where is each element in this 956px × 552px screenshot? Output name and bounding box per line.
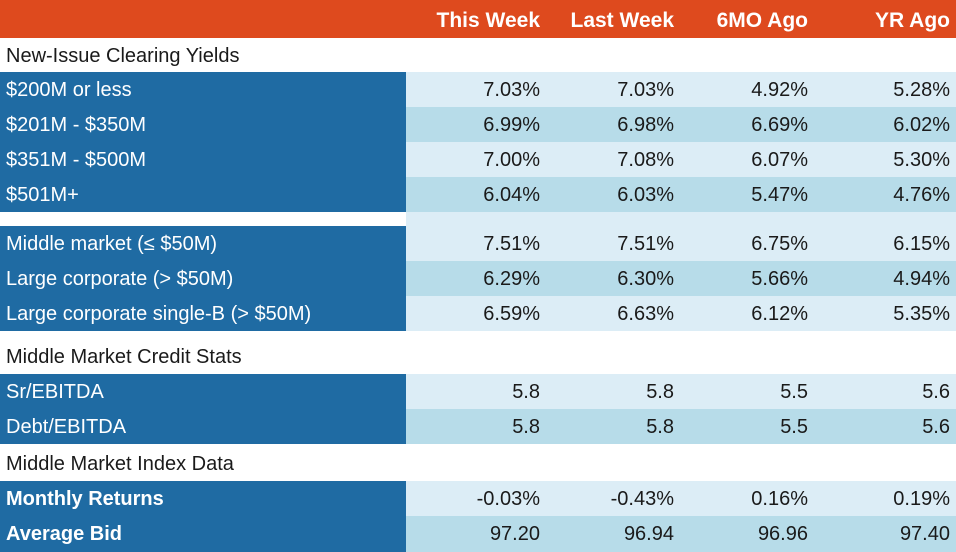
table-row: Middle market (≤ $50M) 7.51% 7.51% 6.75%… bbox=[0, 226, 956, 261]
cell-yr-ago: 5.6 bbox=[922, 381, 950, 403]
cell-6mo-ago: 6.69% bbox=[751, 114, 808, 136]
cell-last-week: 7.03% bbox=[617, 79, 674, 101]
cell-this-week: 6.99% bbox=[483, 114, 540, 136]
table-row: $200M or less 7.03% 7.03% 4.92% 5.28% bbox=[0, 72, 956, 107]
cell-yr-ago: 97.40 bbox=[899, 523, 950, 545]
cell-6mo-ago: 5.47% bbox=[751, 184, 808, 206]
cell-6mo-ago: 6.75% bbox=[751, 233, 808, 255]
cell-this-week: 6.04% bbox=[483, 184, 540, 206]
cell-this-week: 7.00% bbox=[483, 149, 540, 171]
cell-last-week: 5.8 bbox=[646, 416, 674, 438]
table-row: $351M - $500M 7.00% 7.08% 6.07% 5.30% bbox=[0, 142, 956, 177]
cell-6mo-ago: 6.12% bbox=[751, 303, 808, 325]
table-row: Monthly Returns -0.03% -0.43% 0.16% 0.19… bbox=[0, 481, 956, 516]
cell-this-week: 7.03% bbox=[483, 79, 540, 101]
table-row: $201M - $350M 6.99% 6.98% 6.69% 6.02% bbox=[0, 107, 956, 142]
cell-yr-ago: 6.15% bbox=[893, 233, 950, 255]
header-last-week: Last Week bbox=[570, 9, 675, 32]
header-6mo-ago: 6MO Ago bbox=[716, 9, 808, 32]
row-label: Large corporate (> $50M) bbox=[0, 261, 406, 296]
section-credit-stats: Middle Market Credit Stats bbox=[0, 339, 956, 373]
cell-yr-ago: 5.28% bbox=[893, 79, 950, 101]
cell-this-week: 6.29% bbox=[483, 268, 540, 290]
cell-yr-ago: 5.30% bbox=[893, 149, 950, 171]
cell-6mo-ago: 96.96 bbox=[757, 523, 808, 545]
row-label: Average Bid bbox=[0, 516, 406, 552]
cell-last-week: -0.43% bbox=[610, 488, 674, 510]
row-label: $351M - $500M bbox=[0, 142, 406, 177]
section-title: New-Issue Clearing Yields bbox=[6, 45, 240, 67]
cell-last-week: 6.03% bbox=[617, 184, 674, 206]
row-label: Debt/EBITDA bbox=[0, 409, 406, 444]
cell-6mo-ago: 5.66% bbox=[751, 268, 808, 290]
section-clearing-yields: New-Issue Clearing Yields bbox=[0, 38, 956, 72]
row-label: $200M or less bbox=[0, 72, 406, 107]
header-row: This Week Last Week 6MO Ago YR Ago bbox=[0, 0, 956, 38]
cell-yr-ago: 5.35% bbox=[893, 303, 950, 325]
section-index-data: Middle Market Index Data bbox=[0, 446, 956, 480]
section-title: Middle Market Index Data bbox=[6, 453, 234, 475]
cell-this-week: 7.51% bbox=[483, 233, 540, 255]
header-yr-ago: YR Ago bbox=[874, 9, 950, 32]
row-gap-fill bbox=[406, 212, 956, 226]
cell-last-week: 6.98% bbox=[617, 114, 674, 136]
cell-last-week: 5.8 bbox=[646, 381, 674, 403]
cell-this-week: 5.8 bbox=[512, 381, 540, 403]
cell-6mo-ago: 0.16% bbox=[751, 488, 808, 510]
cell-this-week: -0.03% bbox=[476, 488, 540, 510]
header-this-week: This Week bbox=[436, 9, 540, 32]
section-title: Middle Market Credit Stats bbox=[6, 346, 242, 368]
header-blank bbox=[0, 0, 406, 38]
row-label: Monthly Returns bbox=[0, 481, 406, 516]
row-label: Sr/EBITDA bbox=[0, 374, 406, 409]
cell-last-week: 96.94 bbox=[623, 523, 674, 545]
row-label: Large corporate single-B (> $50M) bbox=[0, 296, 406, 331]
table-row: $501M+ 6.04% 6.03% 5.47% 4.76% bbox=[0, 177, 956, 212]
row-label: $201M - $350M bbox=[0, 107, 406, 142]
row-label: $501M+ bbox=[0, 177, 406, 212]
cell-this-week: 97.20 bbox=[489, 523, 540, 545]
cell-this-week: 6.59% bbox=[483, 303, 540, 325]
table-row: Large corporate single-B (> $50M) 6.59% … bbox=[0, 296, 956, 331]
cell-yr-ago: 5.6 bbox=[922, 416, 950, 438]
cell-this-week: 5.8 bbox=[512, 416, 540, 438]
table-row: Sr/EBITDA 5.8 5.8 5.5 5.6 bbox=[0, 374, 956, 409]
cell-last-week: 6.63% bbox=[617, 303, 674, 325]
cell-last-week: 7.51% bbox=[617, 233, 674, 255]
cell-last-week: 6.30% bbox=[617, 268, 674, 290]
table-row: Debt/EBITDA 5.8 5.8 5.5 5.6 bbox=[0, 409, 956, 444]
cell-last-week: 7.08% bbox=[617, 149, 674, 171]
cell-6mo-ago: 5.5 bbox=[780, 381, 808, 403]
cell-6mo-ago: 4.92% bbox=[751, 79, 808, 101]
row-label: Middle market (≤ $50M) bbox=[0, 226, 406, 261]
cell-yr-ago: 0.19% bbox=[893, 488, 950, 510]
cell-yr-ago: 4.94% bbox=[893, 268, 950, 290]
cell-6mo-ago: 5.5 bbox=[780, 416, 808, 438]
cell-6mo-ago: 6.07% bbox=[751, 149, 808, 171]
cell-yr-ago: 6.02% bbox=[893, 114, 950, 136]
table-row: Average Bid 97.20 96.94 96.96 97.40 bbox=[0, 516, 956, 552]
cell-yr-ago: 4.76% bbox=[893, 184, 950, 206]
table-row: Large corporate (> $50M) 6.29% 6.30% 5.6… bbox=[0, 261, 956, 296]
